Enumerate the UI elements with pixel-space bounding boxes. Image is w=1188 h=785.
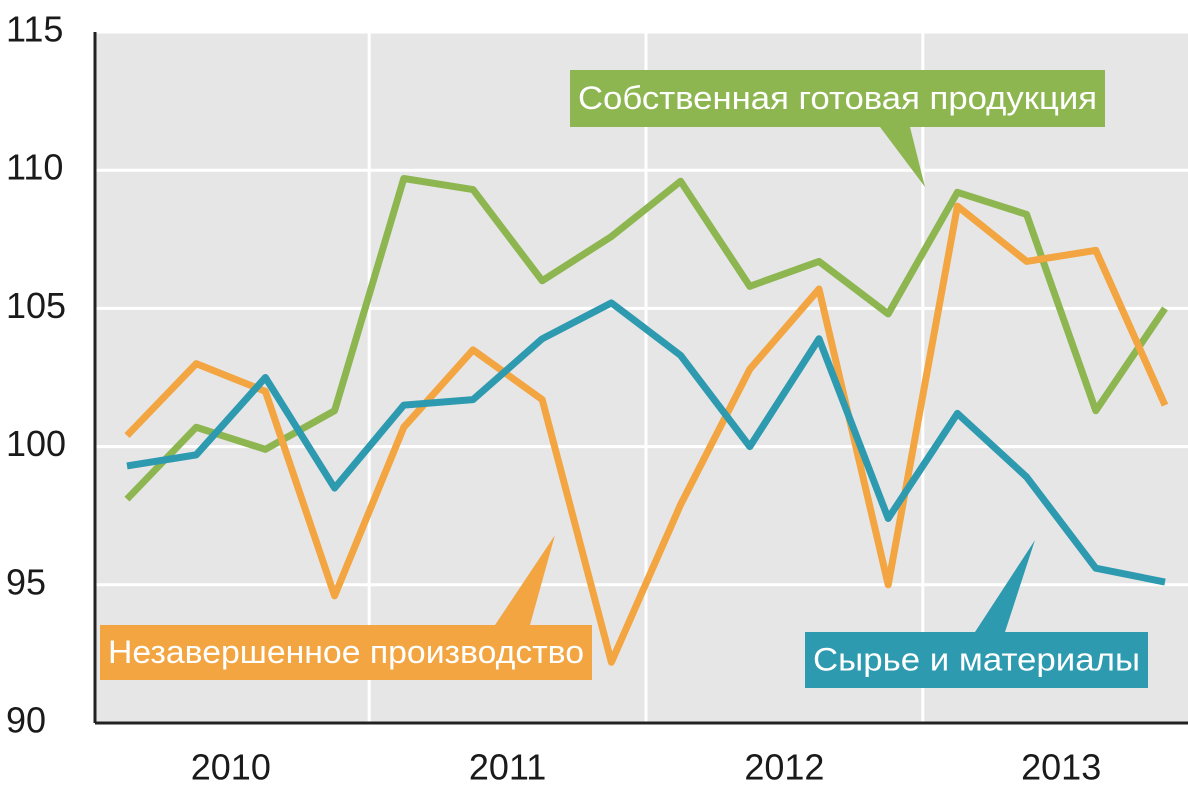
plot-area [95, 32, 1188, 723]
y-tick-label: 110 [6, 147, 63, 188]
y-tick-label: 95 [6, 561, 46, 602]
callout-pointer [975, 540, 1035, 632]
y-tick-label: 105 [6, 285, 66, 326]
callout-pointer [880, 127, 925, 187]
legend-label: Сырье и материалы [813, 641, 1140, 677]
legend-label: Собственная готовая продукция [578, 80, 1097, 116]
y-tick-label: 100 [6, 423, 66, 464]
callout-pointer [495, 535, 555, 625]
y-tick-label: 115 [6, 9, 63, 50]
x-tick-label: 2011 [469, 747, 546, 785]
series-line [126, 299, 1166, 586]
legend-label: Незавершенное производство [108, 634, 584, 670]
callout-box [100, 625, 592, 680]
y-tick-label: 90 [6, 700, 46, 741]
callout-box [570, 70, 1105, 127]
x-tick-label: 2012 [744, 747, 824, 785]
x-tick-label: 2010 [191, 747, 271, 785]
series-line [124, 202, 1169, 666]
callout-box [805, 632, 1148, 688]
x-tick-label: 2013 [1021, 747, 1101, 785]
